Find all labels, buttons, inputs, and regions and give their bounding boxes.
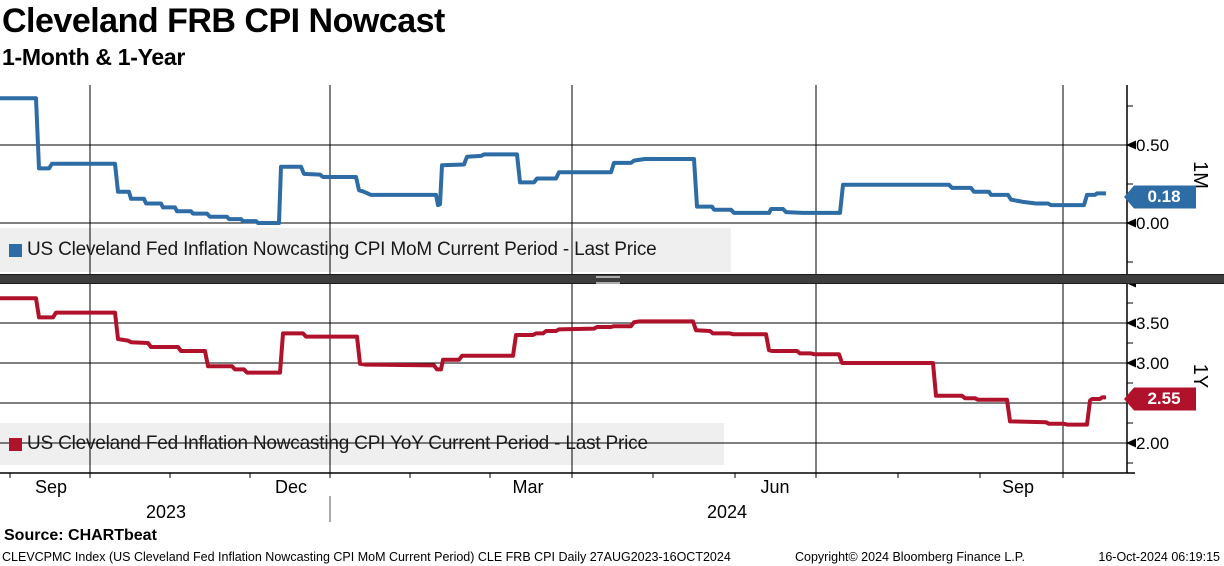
data-series-line bbox=[0, 296, 1106, 427]
legend-row-cpi-mom[interactable]: US Cleveland Fed Inflation Nowcasting CP… bbox=[0, 228, 731, 272]
panel-divider-drag-handle-icon[interactable] bbox=[596, 276, 620, 284]
panel-axis-label-1m-text: 1M bbox=[1189, 161, 1212, 189]
x-month-label: Mar bbox=[512, 477, 544, 497]
data-series-line bbox=[0, 96, 1106, 225]
axis-tick-arrow-icon bbox=[1126, 438, 1136, 448]
page-subtitle: 1-Month & 1-Year bbox=[2, 44, 186, 70]
x-month-label: Dec bbox=[274, 477, 307, 497]
axis-tick-arrow-icon bbox=[1126, 140, 1136, 150]
legend-square-blue-icon bbox=[9, 243, 22, 257]
x-year-label: 2023 bbox=[145, 502, 187, 522]
y-tick-label: 2.00 bbox=[1136, 434, 1169, 453]
axis-tick-arrow-icon bbox=[1126, 318, 1136, 328]
axis-tick-arrow-icon bbox=[1126, 358, 1136, 368]
legend-row-cpi-yoy[interactable]: US Cleveland Fed Inflation Nowcasting CP… bbox=[0, 423, 724, 465]
axis-tick-arrow-icon bbox=[1126, 218, 1136, 228]
y-tick-label: 3.00 bbox=[1136, 354, 1169, 373]
legend-label-cpi-yoy: US Cleveland Fed Inflation Nowcasting CP… bbox=[27, 433, 648, 454]
source-line: Source: CHARTbeat bbox=[4, 527, 157, 544]
last-price-value-1m: 0.18 bbox=[1147, 187, 1181, 206]
legend-strip-top-bg bbox=[0, 228, 731, 272]
x-year-label: 2024 bbox=[706, 502, 748, 522]
last-price-value-1y: 2.55 bbox=[1147, 389, 1181, 408]
x-month-label: Sep bbox=[34, 477, 68, 497]
footer-timestamp: 16-Oct-2024 06:19:15 bbox=[1098, 550, 1220, 564]
legend-label-cpi-mom: US Cleveland Fed Inflation Nowcasting CP… bbox=[27, 239, 657, 260]
legend-square-red-icon bbox=[9, 437, 22, 451]
last-price-box-1y: 2.55 bbox=[1124, 387, 1196, 411]
page-title: Cleveland FRB CPI Nowcast bbox=[2, 2, 445, 40]
panel-divider-bar bbox=[0, 274, 1224, 284]
footer-security-info: CLEVCPMC Index (US Cleveland Fed Inflati… bbox=[2, 550, 731, 564]
panel-axis-label-1y-text: 1Y bbox=[1189, 363, 1212, 389]
last-price-box-1m: 0.18 bbox=[1124, 185, 1196, 209]
y-tick-label: 0.00 bbox=[1136, 214, 1169, 233]
y-tick-label: 3.50 bbox=[1136, 314, 1169, 333]
y-tick-label: 0.50 bbox=[1136, 136, 1169, 155]
footer-copyright: Copyright© 2024 Bloomberg Finance L.P. bbox=[795, 550, 1025, 564]
x-month-label: Jun bbox=[760, 477, 790, 497]
legend-strip-bottom-bg bbox=[0, 423, 724, 465]
x-month-label: Sep bbox=[1001, 477, 1035, 497]
